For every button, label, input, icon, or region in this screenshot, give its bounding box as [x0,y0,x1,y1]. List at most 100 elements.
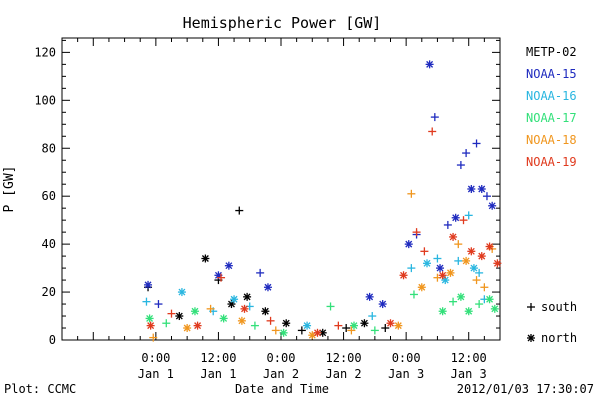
north-point-noaa-18 [237,316,246,325]
x-tick-label-time: 0:00 [141,351,170,365]
south-point-noaa-15 [430,113,439,122]
south-point-noaa-17 [409,290,418,299]
north-point-noaa-17 [190,307,199,316]
south-point-metp-02 [342,324,351,333]
north-point-noaa-19 [493,259,502,268]
south-point-noaa-16 [475,268,484,277]
legend-item-noaa-16: NOAA-16 [526,89,577,103]
north-point-noaa-19 [485,242,494,251]
y-tick-label: 100 [34,93,56,107]
north-point-noaa-17 [490,304,499,313]
north-point-metp-02 [360,319,369,328]
chart-title: Hemispheric Power [GW] [183,14,382,32]
x-axis: 0:00 Jan 1 12:00 Jan 1 0:00 Jan 2 12:00 Jan 2 0:… [77,38,501,381]
north-point-noaa-15 [144,280,153,289]
south-point-metp-02 [235,206,244,215]
north-point-noaa-15 [224,261,233,270]
north-point-noaa-17 [485,295,494,304]
north-point-noaa-16 [303,321,312,330]
north-point-noaa-17 [438,307,447,316]
south-point-noaa-17 [162,319,171,328]
south-point-noaa-17 [250,321,259,330]
south-point-noaa-18 [271,326,280,335]
north-point-noaa-19 [399,271,408,280]
north-point-noaa-18 [394,321,403,330]
north-point-noaa-19 [146,321,155,330]
north-point-noaa-16 [177,288,186,297]
north-point-metp-02 [175,312,184,321]
north-point-noaa-16 [469,264,478,273]
north-point-noaa-15 [425,60,434,69]
x-tick-label-date: Jan 2 [263,367,299,381]
south-point-noaa-15 [462,149,471,158]
plot-frame [61,37,501,341]
south-point-noaa-18 [480,283,489,292]
y-axis: 0 20 40 60 80 100 120 [34,39,500,347]
south-point-noaa-19 [459,216,468,225]
marker-legend-label-south: south [541,300,577,314]
north-point-noaa-18 [446,268,455,277]
south-point-noaa-16 [368,312,377,321]
north-point-noaa-17 [279,328,288,337]
north-point-noaa-19 [438,271,447,280]
south-point-metp-02 [381,324,390,333]
north-point-metp-02 [201,254,210,263]
north-point-noaa-15 [477,185,486,193]
south-point-noaa-17 [449,297,458,306]
south-point-noaa-19 [167,309,176,318]
north-point-noaa-19 [313,328,322,337]
south-point-noaa-18 [149,333,158,342]
north-point-noaa-15 [436,264,445,273]
north-point-noaa-19 [477,252,486,261]
y-tick-label: 20 [42,285,56,299]
south-point-noaa-15 [256,268,265,277]
north-point-noaa-19 [386,319,395,328]
north-point-metp-02 [282,319,291,328]
south-point-noaa-15 [482,192,491,201]
south-point-noaa-16 [142,297,151,306]
north-point-noaa-15 [404,240,413,249]
x-tick-label-date: Jan 2 [326,367,362,381]
south-point-noaa-16 [454,256,463,265]
y-tick-label: 0 [49,333,56,347]
north-point-noaa-18 [183,324,192,333]
north-point-noaa-16 [423,259,431,268]
x-tick-label-time: 12:00 [326,351,362,365]
data-points [142,60,502,342]
marker-legend: south north [527,300,577,345]
north-point-noaa-15 [451,213,460,222]
south-point-noaa-19 [334,321,343,330]
legend-item-noaa-17: NOAA-17 [526,111,577,125]
north-point-noaa-19 [193,321,202,330]
legend-item-noaa-19: NOAA-19 [526,155,577,169]
north-point-noaa-18 [308,331,317,340]
south-point-noaa-19 [266,316,275,325]
plot-credit: Plot: CCMC [4,382,76,396]
north-point-metp-02 [318,328,327,337]
south-point-noaa-18 [206,304,215,313]
legend-item-noaa-18: NOAA-18 [526,133,577,147]
x-tick-label-date: Jan 1 [138,367,174,381]
marker-legend-label-north: north [541,331,577,345]
x-tick-label-date: Jan 1 [200,367,236,381]
north-point-noaa-15 [263,283,272,292]
x-tick-label-time: 0:00 [267,351,296,365]
x-tick-label-time: 0:00 [392,351,421,365]
south-point-noaa-18 [472,276,481,285]
north-point-noaa-17 [145,314,154,323]
north-point-noaa-17 [456,292,465,301]
north-point-noaa-16 [230,295,239,304]
plot-timestamp: 2012/01/03 17:30:07 [457,382,594,396]
south-point-noaa-18 [454,240,463,249]
legend-item-metp-02: METP-02 [526,45,577,59]
north-point-noaa-15 [378,300,387,309]
south-point-noaa-19 [428,127,437,136]
north-point-noaa-15 [365,292,374,301]
x-tick-label-date: Jan 3 [388,367,424,381]
north-point-noaa-19 [449,232,458,241]
legend: METP-02 NOAA-15 NOAA-16 NOAA-17 NOAA-18 NOAA-… [526,45,577,169]
north-point-noaa-15 [488,201,497,210]
north-point-noaa-17 [219,314,228,323]
south-point-noaa-16 [433,254,442,263]
x-tick-label-time: 12:00 [200,351,236,365]
